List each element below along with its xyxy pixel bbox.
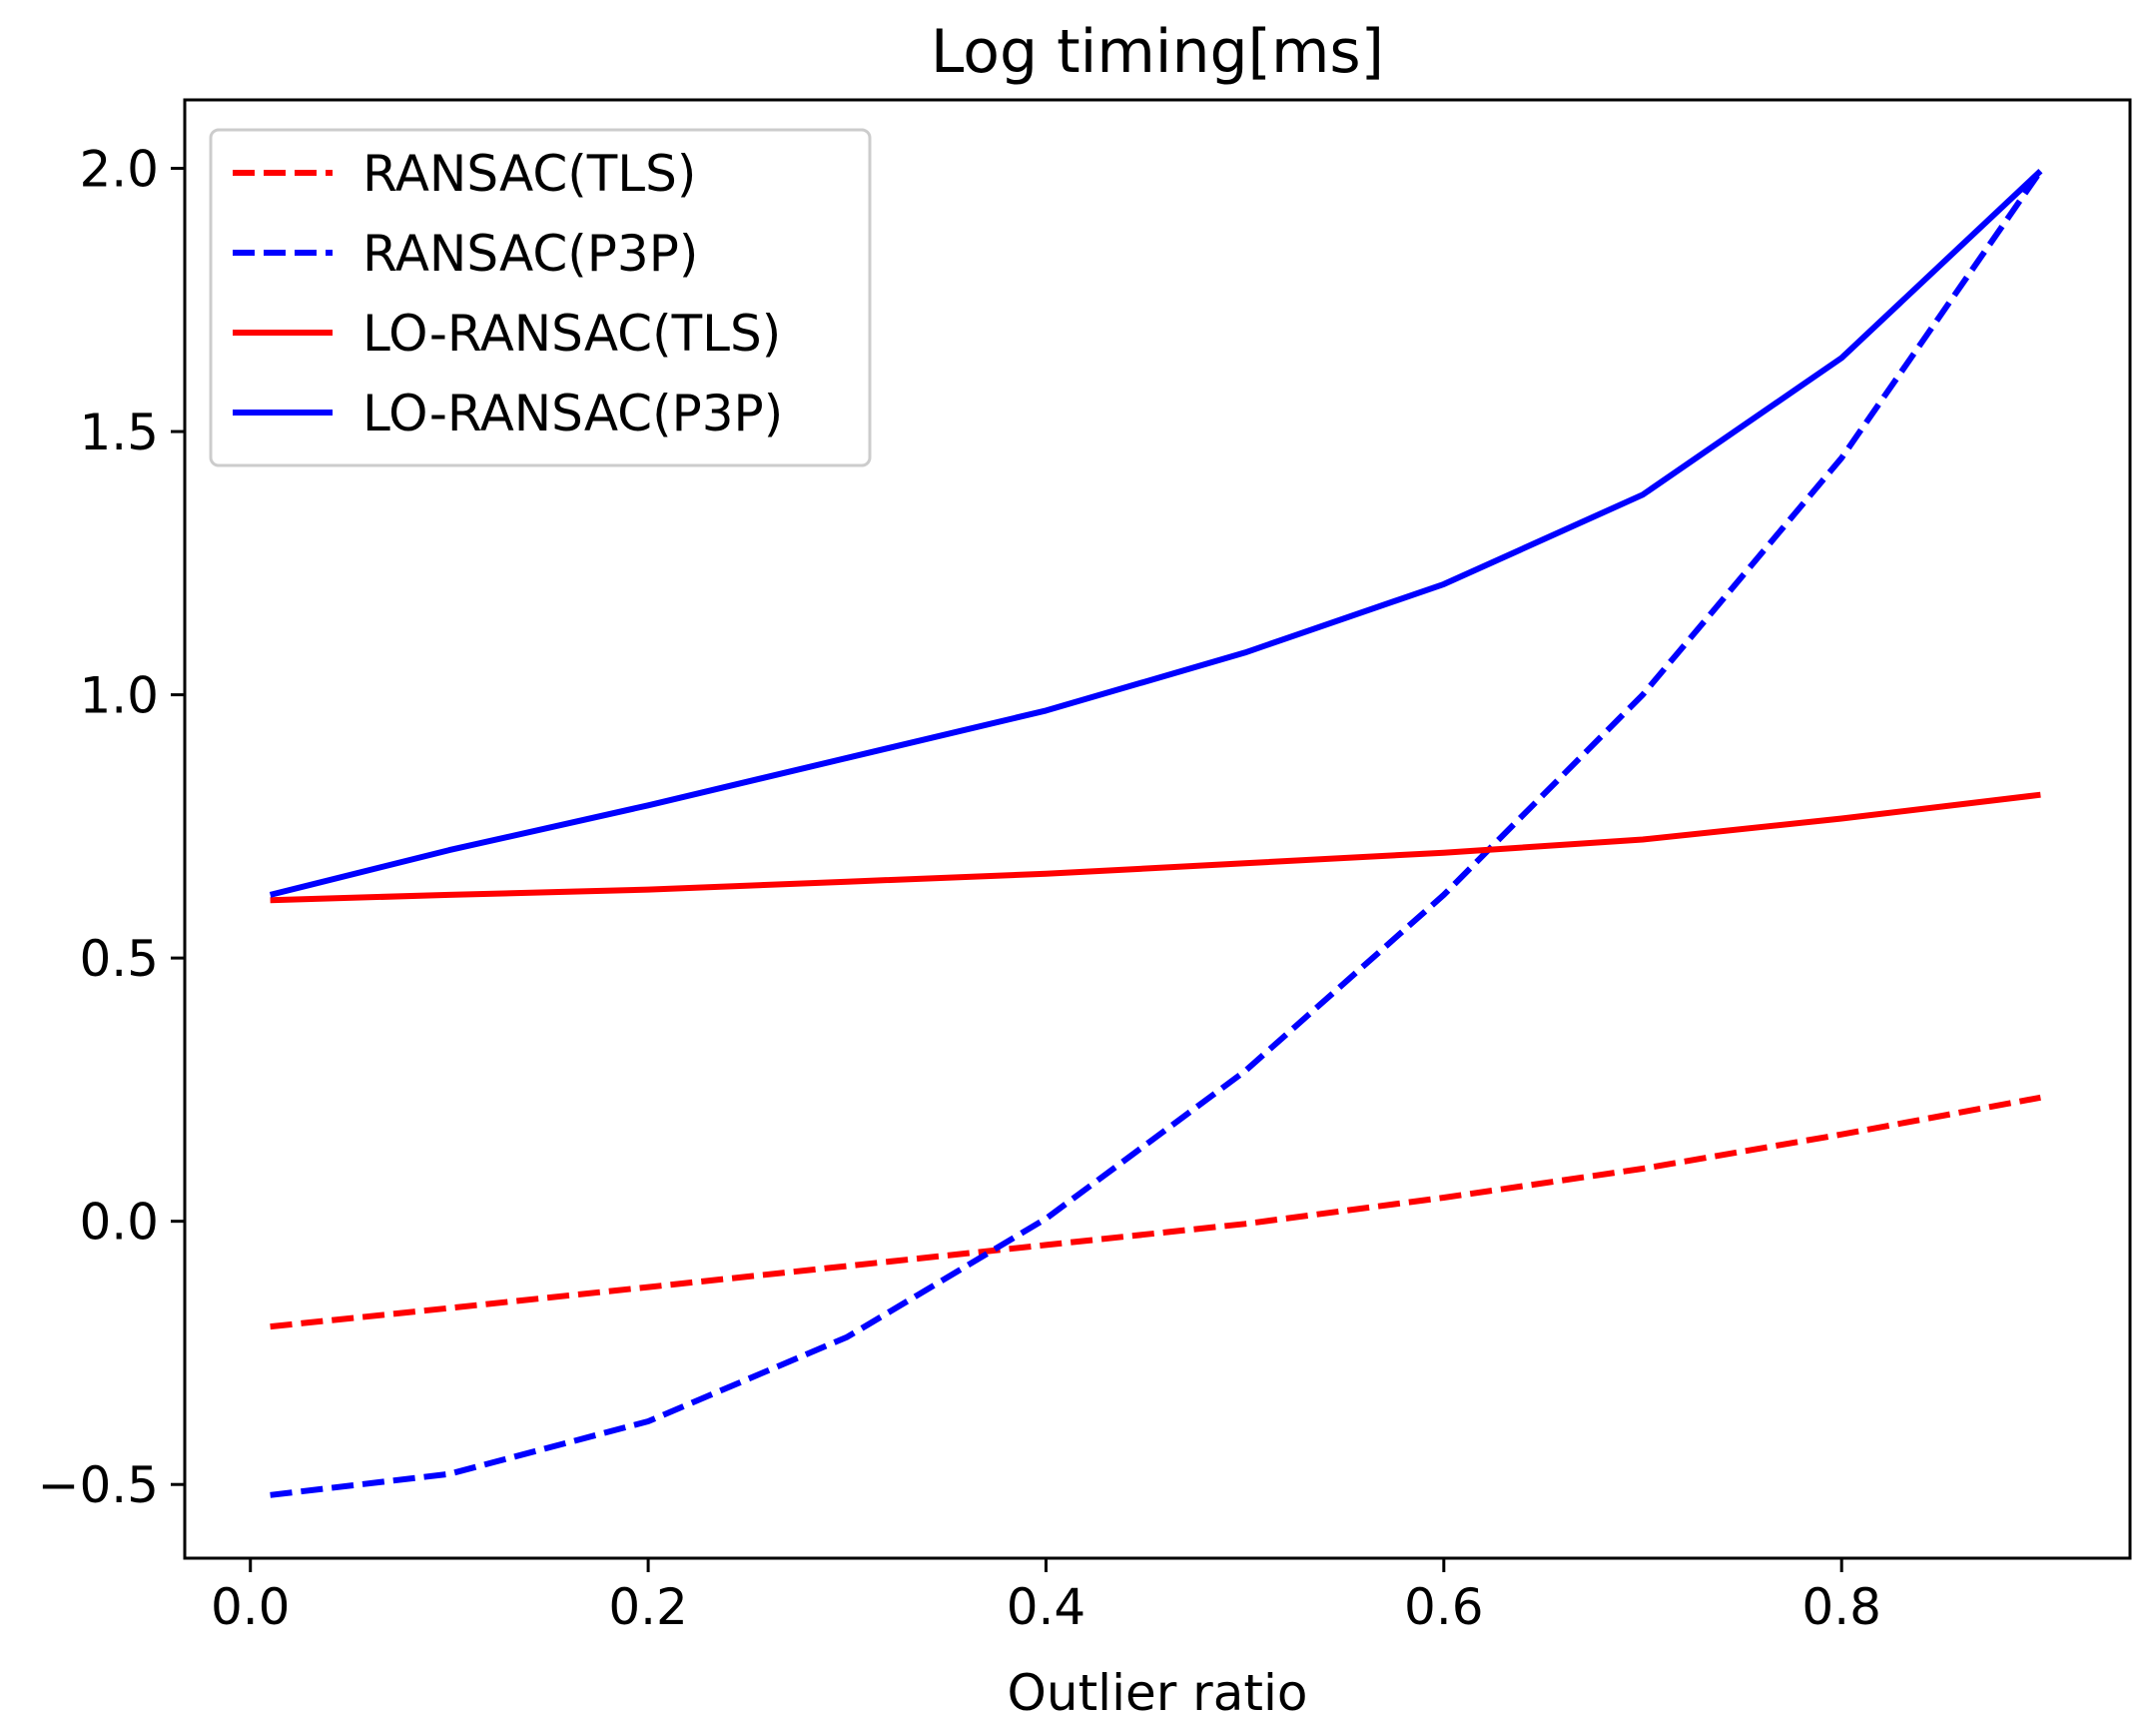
legend: RANSAC(TLS) RANSAC(P3P) LO-RANSAC(TLS) LO-R…: [209, 128, 872, 467]
y-tick-label: −0.5: [38, 1456, 159, 1514]
y-tick-label: 1.5: [79, 404, 159, 461]
y-tick-label: 0.0: [79, 1194, 159, 1252]
axes-frame: [183, 98, 2132, 1560]
chart-title: Log timing[ms]: [931, 17, 1384, 87]
y-axis: −0.5 0.0 0.5 1.0 1.5 2.0: [38, 141, 185, 1514]
x-tick-label: 0.8: [1801, 1578, 1881, 1636]
x-axis-title: Outlier ratio: [1008, 1664, 1308, 1722]
legend-label-ransac-p3p: RANSAC(P3P): [362, 225, 698, 283]
x-tick-label: 0.6: [1404, 1578, 1484, 1636]
series-line-ransac-tls: [270, 1094, 2041, 1330]
x-tick-label: 0.0: [211, 1578, 291, 1636]
x-axis: 0.0 0.2 0.4 0.6 0.8: [211, 1558, 1881, 1636]
series-line-lo-ransac-tls: [270, 791, 2041, 904]
x-tick-label: 0.2: [608, 1578, 688, 1636]
legend-box: [209, 128, 872, 467]
legend-label-lo-ransac-p3p: LO-RANSAC(P3P): [362, 385, 783, 442]
y-tick-label: 0.5: [79, 930, 159, 988]
y-tick-label: 1.0: [79, 667, 159, 725]
legend-label-lo-ransac-tls: LO-RANSAC(TLS): [362, 305, 781, 363]
legend-label-ransac-tls: RANSAC(TLS): [362, 145, 696, 203]
y-tick-label: 2.0: [79, 141, 159, 199]
x-tick-label: 0.4: [1007, 1578, 1086, 1636]
series-line-lo-ransac-p3p: [269, 169, 2043, 898]
series-line-ransac-p3p: [270, 169, 2043, 1498]
plot-area: [183, 98, 2132, 1560]
